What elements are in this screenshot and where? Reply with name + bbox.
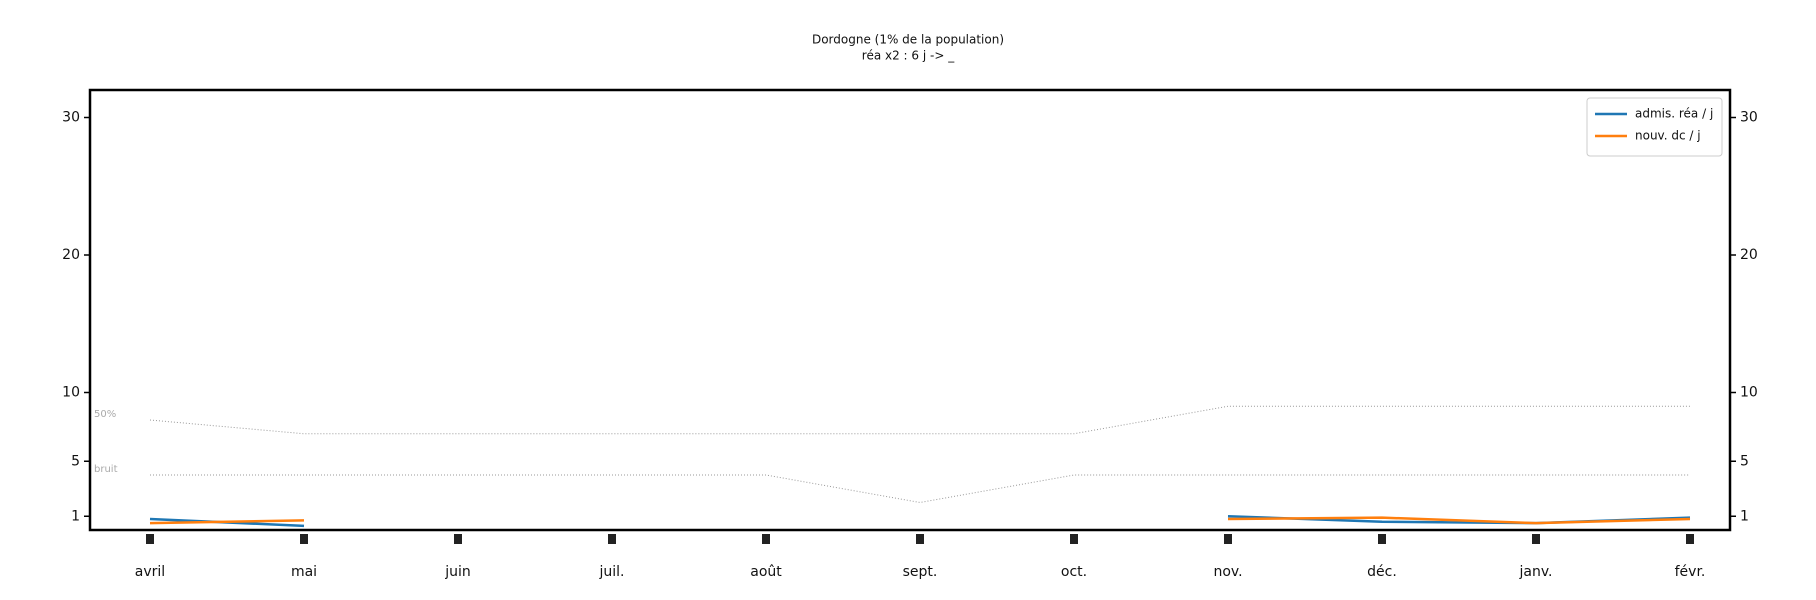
y2-tick-label: 1	[1740, 508, 1749, 524]
x-tick	[916, 534, 924, 544]
x-tick	[1532, 534, 1540, 544]
y2-tick-label: 20	[1740, 247, 1758, 263]
x-tick-label: juin	[444, 564, 471, 580]
y-tick-label: 30	[62, 110, 80, 126]
y-tick-label: 20	[62, 247, 80, 263]
y-tick-label: 1	[71, 508, 80, 524]
x-tick-label: juil.	[599, 564, 625, 580]
x-tick-label: mai	[291, 564, 317, 580]
plot-frame	[88, 88, 1732, 532]
x-tick-label: déc.	[1367, 564, 1397, 580]
chart-subtitle: réa x2 : 6 j -> _	[862, 49, 955, 63]
x-tick	[300, 534, 308, 544]
legend-box	[1586, 97, 1723, 157]
x-tick-label: janv.	[1519, 564, 1553, 580]
chart-title: Dordogne (1% de la population)	[812, 33, 1004, 47]
y-tick-label: 10	[62, 385, 80, 401]
x-tick	[1686, 534, 1694, 544]
x-tick-label: avril	[135, 564, 165, 580]
threshold-label: 50%	[94, 409, 116, 420]
x-tick	[608, 534, 616, 544]
x-tick-label: sept.	[903, 564, 938, 580]
y2-tick-label: 30	[1740, 110, 1758, 126]
x-tick	[146, 534, 154, 544]
legend-label: admis. réa / j	[1635, 107, 1713, 121]
series-line	[149, 516, 1691, 525]
x-tick	[762, 534, 770, 544]
x-tick-label: oct.	[1061, 564, 1087, 580]
y2-tick-label: 10	[1740, 385, 1758, 401]
x-tick-label: août	[750, 564, 782, 580]
threshold-line	[150, 474, 1690, 504]
x-tick-label: févr.	[1675, 564, 1706, 580]
threshold-line	[149, 405, 1690, 435]
y-tick-label: 5	[71, 453, 80, 469]
legend-label: nouv. dc / j	[1635, 129, 1701, 143]
x-tick	[1378, 534, 1386, 544]
x-tick	[1070, 534, 1078, 544]
threshold-label: bruit	[94, 464, 118, 475]
x-tick-label: nov.	[1213, 564, 1242, 580]
y2-tick-label: 5	[1740, 453, 1749, 469]
x-tick	[1224, 534, 1232, 544]
x-tick	[454, 534, 462, 544]
